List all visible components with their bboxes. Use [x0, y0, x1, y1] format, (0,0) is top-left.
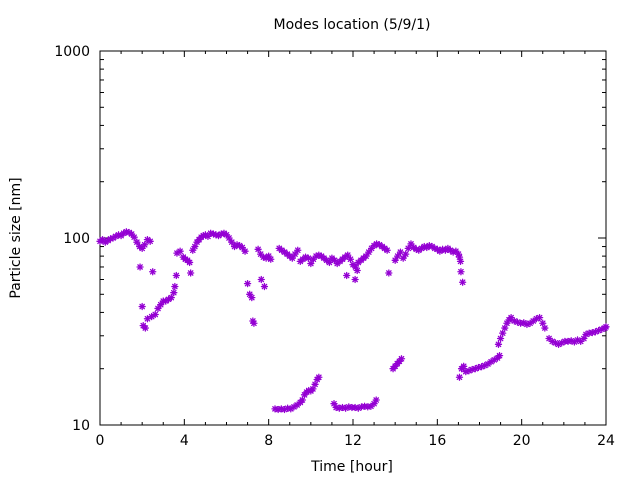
data-point [385, 269, 393, 277]
data-point [149, 268, 157, 276]
data-point [304, 254, 312, 262]
data-point [495, 351, 504, 360]
data-point [343, 271, 351, 280]
data-point [138, 244, 146, 253]
x-tick-label: 16 [428, 433, 446, 449]
data-point [143, 315, 152, 323]
x-tick-label: 8 [264, 433, 273, 449]
data-point [298, 396, 307, 404]
data-point [499, 329, 507, 337]
data-point [455, 253, 464, 261]
data-point [288, 254, 296, 262]
data-point [167, 293, 175, 302]
y-tick-label: 100 [63, 231, 90, 247]
data-point [170, 289, 178, 297]
data-point [353, 266, 361, 275]
data-point [456, 257, 465, 266]
x-axis-label: Time [hour] [310, 459, 393, 475]
data-point [457, 268, 465, 276]
scatter-series [96, 228, 610, 414]
x-tick-label: 4 [180, 433, 189, 449]
data-point [260, 282, 269, 291]
x-tick-label: 12 [344, 433, 362, 449]
data-point [372, 396, 380, 404]
data-point [185, 258, 194, 267]
x-tick-label: 20 [513, 433, 531, 449]
data-point [138, 302, 146, 311]
x-tick-label: 0 [96, 433, 105, 449]
data-point [396, 248, 405, 256]
chart-title: Modes location (5/9/1) [274, 17, 431, 33]
data-point [460, 362, 468, 370]
data-point [157, 301, 165, 309]
data-point [535, 314, 544, 322]
data-point [346, 255, 355, 263]
x-axis-ticks: 0 4 8 12 16 20 24 [96, 51, 615, 449]
data-point [458, 278, 467, 286]
data-point [494, 340, 503, 348]
data-point [541, 324, 549, 332]
data-point [171, 282, 179, 291]
data-point [241, 247, 249, 255]
data-point [397, 355, 406, 363]
data-point [383, 246, 391, 254]
data-point [130, 233, 138, 241]
data-point [404, 244, 412, 253]
data-point [136, 263, 144, 271]
data-point [365, 248, 373, 256]
data-point [294, 246, 302, 254]
data-point [151, 310, 159, 319]
y-axis-label: Particle size [nm] [8, 177, 24, 298]
data-point [391, 256, 399, 264]
data-point [238, 243, 246, 252]
data-point [351, 275, 359, 284]
plot-border [99, 50, 607, 426]
y-axis-ticks: 10 100 1000 [54, 44, 606, 434]
data-point [141, 241, 149, 249]
data-point [243, 280, 252, 288]
data-point [228, 238, 236, 246]
data-point [370, 400, 378, 408]
data-point [141, 324, 149, 332]
data-point [187, 269, 195, 277]
data-point [402, 250, 410, 258]
data-point [455, 373, 464, 381]
data-point [257, 275, 265, 284]
data-point [254, 245, 262, 253]
data-point [176, 247, 184, 255]
data-point [307, 259, 315, 268]
data-point [146, 237, 154, 245]
data-point [267, 255, 275, 263]
data-point [154, 304, 162, 313]
data-point [602, 323, 610, 331]
y-tick-label: 1000 [54, 44, 90, 60]
data-point [496, 334, 505, 343]
y-tick-label: 10 [72, 418, 90, 434]
data-point [191, 242, 199, 251]
data-point [315, 373, 323, 381]
data-point [250, 319, 258, 327]
plot-frame [99, 50, 607, 426]
data-point [225, 234, 233, 242]
x-tick-label: 24 [597, 433, 615, 449]
data-point [248, 293, 256, 302]
data-point [172, 271, 180, 280]
